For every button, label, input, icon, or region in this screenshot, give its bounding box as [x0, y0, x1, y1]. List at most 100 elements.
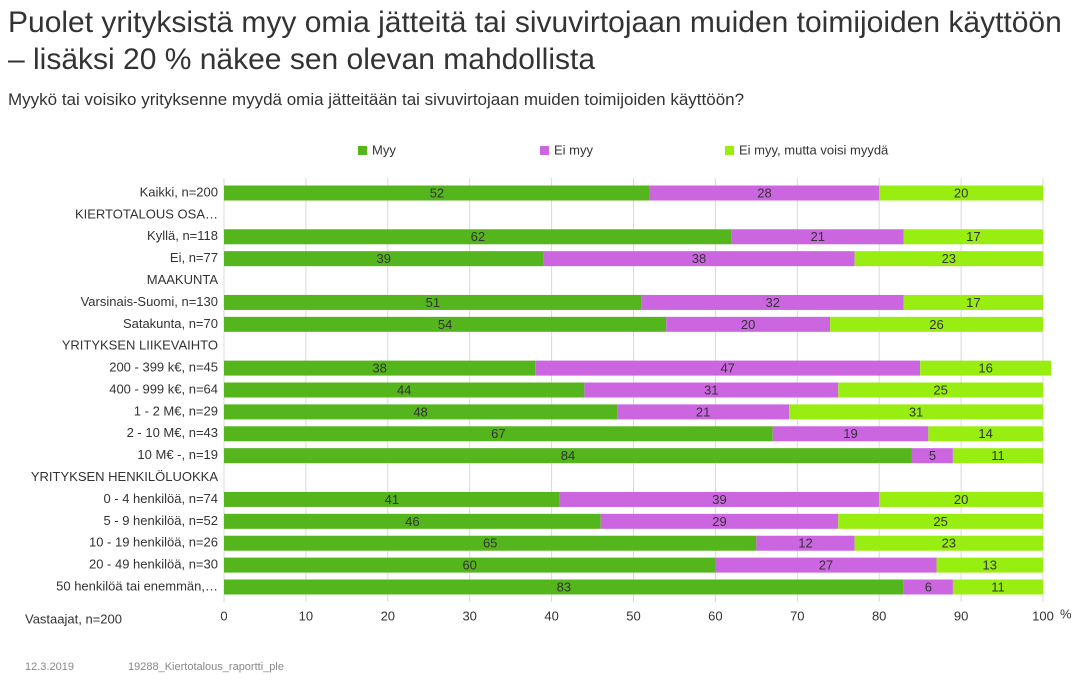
data-label: 62	[471, 229, 485, 244]
note: Vastaajat, n=200	[25, 611, 122, 626]
x-tick-label: 80	[872, 608, 886, 623]
data-label: 25	[933, 382, 947, 397]
bar-segment	[789, 404, 1043, 420]
y-tick-label: 400 - 999 k€, n=64	[109, 381, 218, 396]
bar-segment	[224, 251, 544, 267]
x-tick-label: 60	[708, 608, 722, 623]
data-label: 27	[819, 558, 833, 573]
y-tick-label: KIERTOTALOUS OSA…	[75, 206, 218, 221]
data-label: 39	[376, 251, 390, 266]
bar-segment	[224, 229, 732, 245]
bar-segment	[224, 535, 757, 551]
data-label: 54	[438, 317, 452, 332]
data-label: 21	[696, 404, 710, 419]
data-label: 20	[954, 185, 968, 200]
data-label: 19	[843, 426, 857, 441]
data-label: 48	[413, 404, 427, 419]
bar-segment	[224, 513, 601, 529]
y-tick-label: Varsinais-Suomi, n=130	[81, 294, 218, 309]
bar-segment	[731, 229, 904, 245]
bar-segment	[920, 360, 1052, 376]
y-tick-label: YRITYKSEN LIIKEVAIHTO	[62, 338, 218, 353]
y-tick-label: 1 - 2 M€, n=29	[134, 403, 218, 418]
data-label: 17	[966, 295, 980, 310]
bar-segment	[838, 382, 1043, 398]
bar-segment	[928, 426, 1043, 442]
bar-segment	[952, 579, 1043, 595]
bar-segment	[224, 448, 912, 464]
data-label: 11	[991, 448, 1005, 463]
data-label: 51	[426, 295, 440, 310]
bar-segment	[756, 535, 855, 551]
bar-segment	[666, 316, 831, 332]
y-tick-label: Satakunta, n=70	[123, 316, 218, 331]
y-tick-label: Kaikki, n=200	[140, 184, 218, 199]
bar-segment	[224, 316, 667, 332]
x-tick-label: 20	[381, 608, 395, 623]
data-label: 60	[462, 558, 476, 573]
data-label: 46	[405, 514, 419, 529]
bar-segment	[535, 360, 921, 376]
data-label: 13	[983, 558, 997, 573]
data-label: 39	[712, 492, 726, 507]
bar-segment	[224, 185, 650, 201]
x-tick-label: 90	[954, 608, 968, 623]
bar-segment	[879, 185, 1043, 201]
data-label: 25	[933, 514, 947, 529]
legend-swatch	[725, 146, 734, 155]
legend-swatch	[540, 146, 549, 155]
bar-segment	[854, 251, 1043, 267]
data-label: 47	[720, 361, 734, 376]
bar-segment	[903, 579, 953, 595]
bar-segment	[584, 382, 839, 398]
data-label: 28	[757, 185, 771, 200]
bar-segment	[649, 185, 880, 201]
data-label: 17	[966, 229, 980, 244]
data-label: 21	[811, 229, 825, 244]
data-label: 31	[909, 404, 923, 419]
bar-segment	[224, 557, 716, 573]
chart-subtitle: Myykö tai voisiko yrityksenne myydä omia…	[8, 90, 745, 109]
data-label: 16	[978, 361, 992, 376]
data-label: 32	[765, 295, 779, 310]
bar-segment	[830, 316, 1043, 332]
y-tick-label: YRITYKSEN HENKILÖLUOKKA	[31, 469, 218, 484]
bar-segment	[543, 251, 855, 267]
footer-date: 12.3.2019	[25, 661, 74, 673]
bar-segment	[224, 426, 773, 442]
data-label: 20	[954, 492, 968, 507]
x-tick-label: 70	[790, 608, 804, 623]
data-label: 38	[372, 361, 386, 376]
x-tick-label: 10	[299, 608, 313, 623]
bar-segment	[224, 382, 585, 398]
x-tick-label: 40	[544, 608, 558, 623]
chart-title: Puolet yrityksistä myy omia jätteitä tai…	[8, 6, 1062, 76]
data-label: 29	[712, 514, 726, 529]
x-tick-label: 0	[220, 608, 227, 623]
y-tick-label: 10 - 19 henkilöä, n=26	[89, 535, 218, 550]
x-tick-label: 50	[626, 608, 640, 623]
data-label: 44	[397, 382, 411, 397]
y-tick-label: 20 - 49 henkilöä, n=30	[89, 557, 218, 572]
y-tick-label: 50 henkilöä tai enemmän,…	[56, 578, 218, 593]
bar-segment	[600, 513, 839, 529]
bar-segment	[879, 491, 1043, 507]
x-tick-label: 100	[1032, 608, 1054, 623]
y-tick-label: Ei, n=77	[170, 250, 218, 265]
bar-segment	[224, 579, 904, 595]
y-tick-label: 5 - 9 henkilöä, n=52	[103, 513, 218, 528]
data-label: 23	[942, 536, 956, 551]
y-tick-label: 2 - 10 M€, n=43	[127, 425, 218, 440]
bar-segment	[224, 404, 618, 420]
bar-segment	[936, 557, 1043, 573]
legend-label: Ei myy, mutta voisi myydä	[739, 142, 889, 157]
data-label: 31	[704, 382, 718, 397]
bar-segment	[715, 557, 937, 573]
legend-label: Myy	[372, 142, 396, 157]
bar-segment	[224, 360, 536, 376]
data-label: 23	[942, 251, 956, 266]
bar-segment	[224, 491, 560, 507]
data-label: 41	[385, 492, 399, 507]
data-label: 11	[991, 579, 1005, 594]
